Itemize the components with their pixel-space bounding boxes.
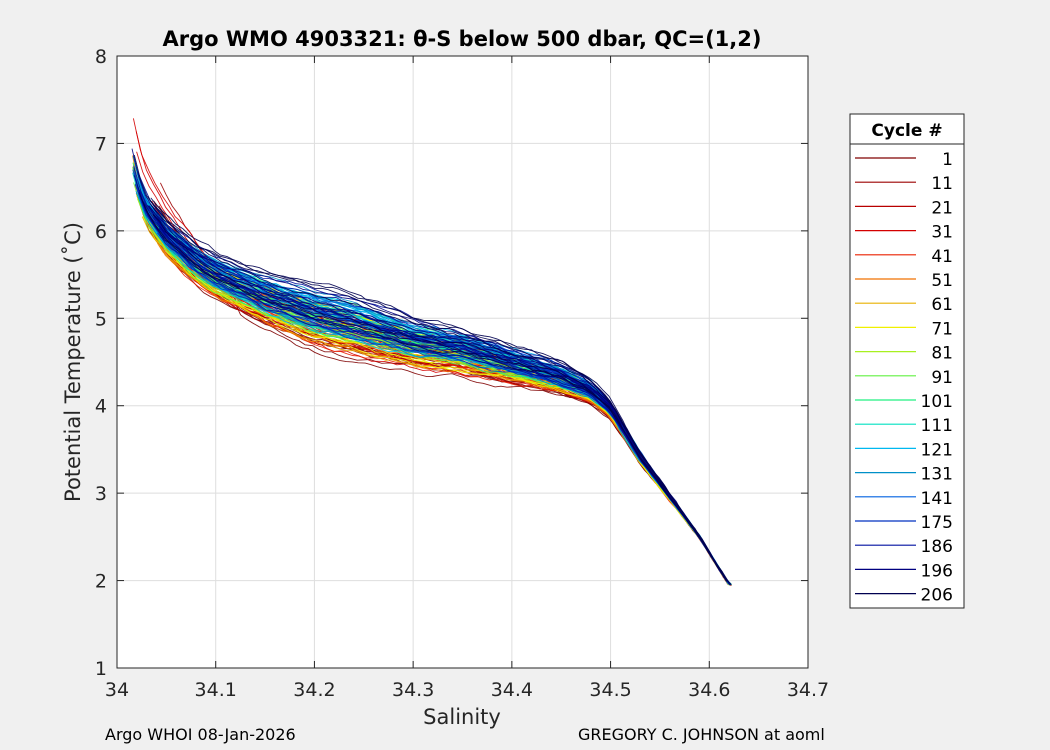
- legend-label: 196: [921, 561, 953, 581]
- profile-curve: [157, 232, 731, 586]
- profile-curves: [131, 118, 733, 587]
- x-axis-label: Salinity: [423, 705, 501, 729]
- legend-label: 111: [921, 416, 953, 436]
- y-tick-label: 3: [95, 483, 107, 505]
- y-tick-label: 1: [95, 658, 107, 680]
- chart-title: Argo WMO 4903321: θ-S below 500 dbar, QC…: [163, 27, 762, 51]
- x-tick-label: 34.2: [293, 679, 335, 701]
- x-tick-label: 34.4: [491, 679, 533, 701]
- legend-label: 41: [931, 247, 953, 267]
- legend-label: 11: [931, 174, 953, 194]
- legend-label: 51: [931, 271, 953, 291]
- footer-left: Argo WHOI 08-Jan-2026: [105, 725, 296, 744]
- profile-curve: [133, 154, 729, 583]
- y-axis-label: Potential Temperature (˚C): [61, 222, 85, 502]
- profile-curve: [134, 183, 718, 568]
- legend-label: 101: [921, 392, 953, 412]
- profile-curve: [139, 192, 726, 579]
- y-tick-label: 4: [95, 396, 107, 418]
- legend-title: Cycle #: [871, 121, 942, 141]
- legend-label: 131: [921, 465, 953, 485]
- footer-right: GREGORY C. JOHNSON at aoml: [578, 725, 825, 744]
- x-tick-label: 34.3: [392, 679, 434, 701]
- legend-label: 206: [921, 586, 953, 606]
- x-tick-label: 34.6: [688, 679, 730, 701]
- x-tick-label: 34.7: [787, 679, 829, 701]
- x-tick-label: 34.5: [589, 679, 631, 701]
- legend-label: 21: [931, 198, 953, 218]
- y-tick-label: 5: [95, 308, 107, 330]
- x-tick-label: 34: [105, 679, 129, 701]
- legend-entries: 1112131415161718191101111121131141175186…: [855, 150, 953, 606]
- legend-label: 81: [931, 344, 953, 364]
- profile-curve: [152, 214, 724, 575]
- legend-label: 91: [931, 368, 953, 388]
- y-tick-label: 2: [95, 571, 107, 593]
- legend-label: 141: [921, 489, 953, 509]
- legend-label: 31: [931, 223, 953, 243]
- legend-label: 175: [921, 513, 953, 533]
- legend-label: 186: [921, 537, 953, 557]
- legend-label: 1: [942, 150, 953, 170]
- legend-box: [849, 113, 965, 609]
- legend: Cycle # 11121314151617181911011111211311…: [849, 113, 965, 609]
- y-tick-label: 7: [95, 133, 107, 155]
- plot-frame: [116, 55, 809, 669]
- x-tick-label: 34.1: [195, 679, 237, 701]
- legend-label: 71: [931, 319, 953, 339]
- y-tick-label: 6: [95, 221, 107, 243]
- legend-label: 61: [931, 295, 953, 315]
- legend-label: 121: [921, 440, 953, 460]
- y-tick-label: 8: [95, 46, 107, 68]
